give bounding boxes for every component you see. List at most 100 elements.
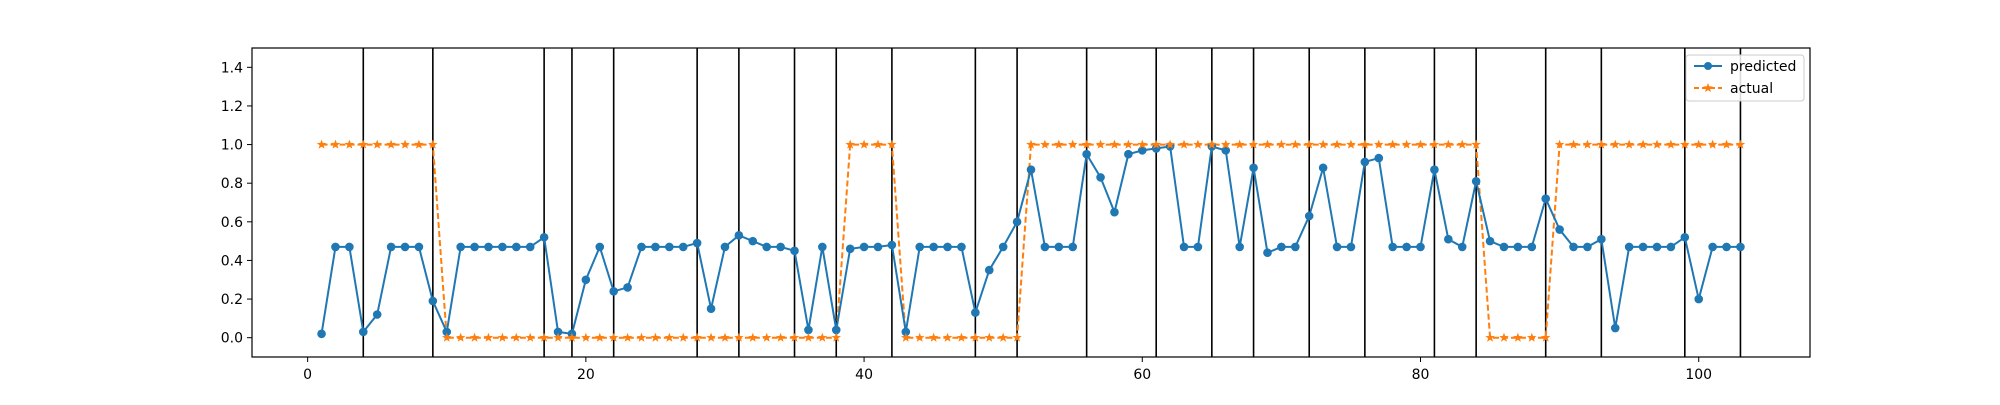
actual-point <box>1248 139 1259 149</box>
predicted-point <box>442 327 452 337</box>
predicted-point <box>818 242 827 252</box>
actual-point <box>1401 139 1412 149</box>
predicted-point <box>414 242 424 252</box>
predicted-point <box>1332 242 1342 252</box>
predicted-point <box>929 242 938 252</box>
predicted-point <box>581 275 591 285</box>
actual-point <box>595 332 605 342</box>
actual-point <box>1109 139 1120 149</box>
actual-point <box>497 332 508 342</box>
actual-point <box>344 139 355 149</box>
actual-point <box>1234 139 1245 149</box>
actual-point <box>1123 139 1134 149</box>
predicted-point <box>1541 194 1550 203</box>
predicted-point <box>651 242 660 252</box>
actual-point <box>678 332 688 342</box>
actual-point <box>803 332 814 342</box>
legend-predicted-label: predicted <box>1730 59 1796 75</box>
actual-point <box>372 139 382 149</box>
actual-point <box>887 139 897 149</box>
predicted-point <box>1346 242 1356 252</box>
actual-point <box>1513 332 1523 342</box>
actual-point <box>1499 332 1509 342</box>
predicted-point <box>1054 242 1064 252</box>
predicted-point <box>358 327 368 337</box>
actual-point <box>469 332 480 342</box>
predicted-point <box>831 325 841 335</box>
predicted-point <box>1708 242 1717 252</box>
x-tick-label: 60 <box>1133 367 1151 383</box>
predicted-point <box>1068 242 1078 252</box>
actual-point <box>1735 139 1746 149</box>
predicted-point <box>1263 248 1272 258</box>
predicted-point <box>720 242 730 252</box>
predicted-point <box>790 246 799 256</box>
predicted-point <box>1040 242 1050 252</box>
actual-point <box>1304 139 1314 149</box>
predicted-point <box>1082 149 1091 159</box>
actual-point <box>1026 139 1036 149</box>
predicted-point <box>1110 207 1119 217</box>
predicted-point <box>1360 157 1370 167</box>
predicted-point <box>1680 232 1690 242</box>
actual-point <box>1610 139 1620 149</box>
predicted-point <box>609 287 618 296</box>
actual-point <box>761 332 772 342</box>
predicted-point <box>1569 242 1578 252</box>
actual-point <box>608 332 619 342</box>
actual-point <box>1318 139 1328 149</box>
actual-point <box>428 139 438 149</box>
actual-point <box>650 332 661 342</box>
x-tick-label: 80 <box>1412 367 1430 383</box>
vertical-lines-group <box>362 48 1742 357</box>
predicted-point <box>957 242 966 252</box>
actual-point <box>1652 139 1662 149</box>
ticks-group: 0 20 40 60 80 100 0.0 0.2 0.4 0.6 0.8 1.0 1.2 1.4 <box>221 60 1712 383</box>
predicted-point <box>1277 242 1286 252</box>
actual-point <box>622 332 633 342</box>
predicted-point <box>1193 242 1203 252</box>
predicted-point <box>386 242 396 252</box>
predicted-point <box>1026 165 1036 174</box>
predicted-point <box>1722 242 1731 252</box>
predicted-point <box>372 310 382 319</box>
predicted-point <box>1485 236 1495 246</box>
predicted-point <box>317 329 326 339</box>
predicted-point <box>971 308 980 317</box>
actual-point <box>330 139 341 149</box>
actual-point <box>1596 139 1607 149</box>
actual-point <box>400 139 410 149</box>
predicted-point <box>1597 234 1606 244</box>
predicted-point <box>1179 242 1189 252</box>
actual-point <box>720 332 730 342</box>
predicted-point <box>595 242 605 252</box>
actual-point <box>1262 139 1273 149</box>
predicted-point <box>859 242 869 252</box>
predicted-point <box>525 242 535 252</box>
actual-point <box>873 139 883 149</box>
predicted-point <box>776 242 785 252</box>
y-tick-label: 0.8 <box>221 176 243 192</box>
predicted-point <box>470 242 479 252</box>
predicted-point <box>1652 242 1662 252</box>
predicted-point <box>1235 242 1244 252</box>
actual-point <box>817 332 828 342</box>
actual-point <box>358 139 368 149</box>
actual-point <box>692 332 702 342</box>
actual-point <box>901 332 911 342</box>
axes-frame <box>251 47 1811 358</box>
predicted-point <box>734 231 744 240</box>
y-tick-label: 0.2 <box>221 292 243 308</box>
predicted-point <box>1124 149 1133 159</box>
predicted-point <box>1416 242 1425 252</box>
actual-point <box>1694 139 1704 149</box>
actual-point <box>1360 139 1370 149</box>
predicted-point <box>1457 242 1467 252</box>
x-tick-label: 0 <box>303 367 312 383</box>
actual-point <box>455 332 466 342</box>
predicted-point <box>1471 176 1481 186</box>
actual-point <box>636 332 647 342</box>
x-tick-label: 40 <box>855 367 873 383</box>
actual-point <box>1040 139 1050 149</box>
